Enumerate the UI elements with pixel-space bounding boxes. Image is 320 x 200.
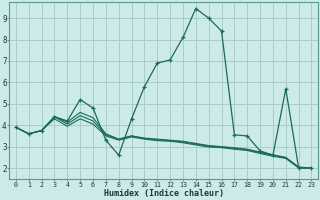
X-axis label: Humidex (Indice chaleur): Humidex (Indice chaleur)	[104, 189, 224, 198]
